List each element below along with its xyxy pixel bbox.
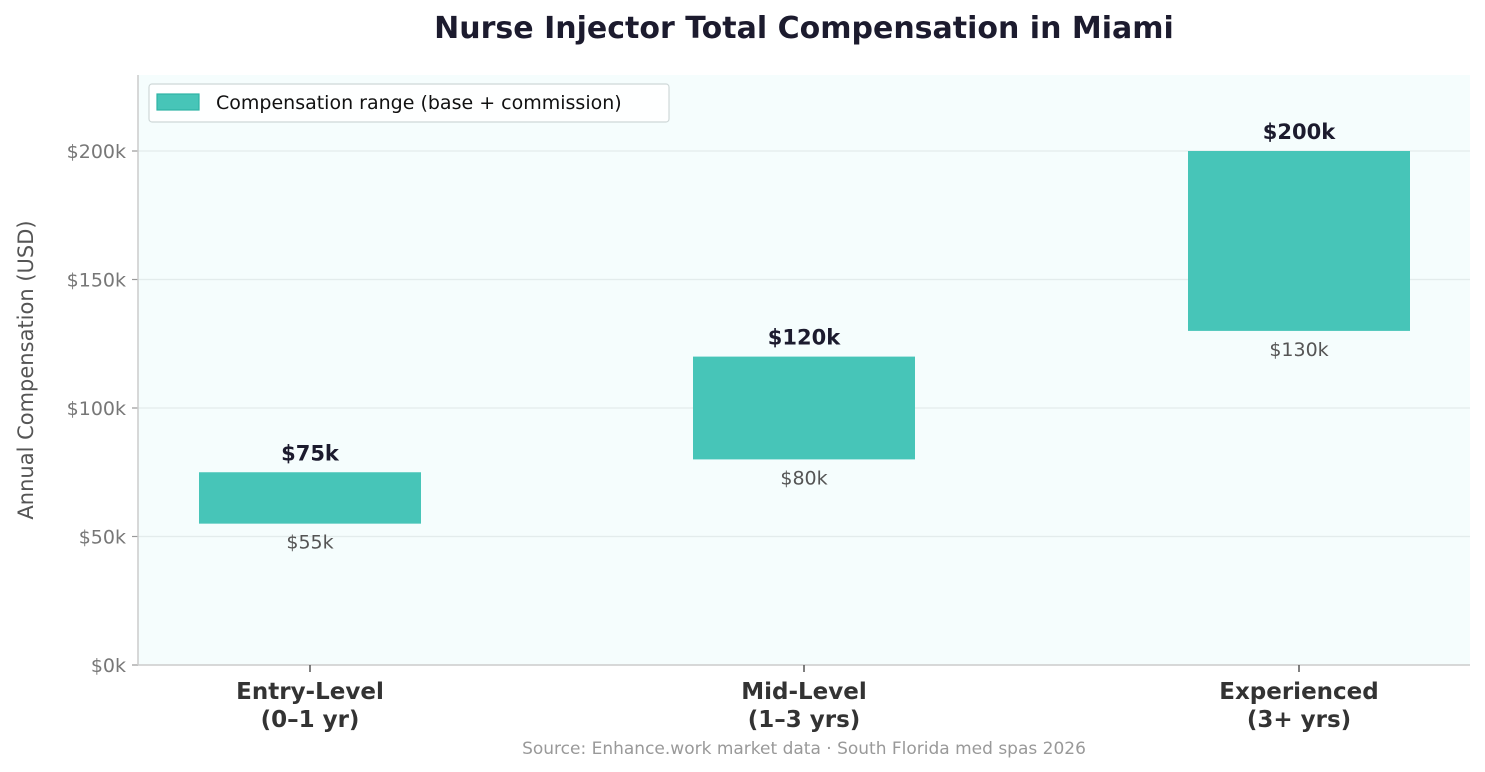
x-tick-label: Mid-Level bbox=[741, 679, 867, 705]
range-bar bbox=[693, 356, 915, 460]
range-bar bbox=[199, 472, 421, 524]
x-tick-label: (3+ yrs) bbox=[1247, 707, 1351, 733]
x-tick-labels: Entry-Level(0–1 yr) Mid-Level(1–3 yrs) Exp… bbox=[236, 679, 1379, 733]
bars bbox=[199, 151, 1410, 524]
x-tick-label: Entry-Level bbox=[236, 679, 384, 705]
source-note: Source: Enhance.work market data · South… bbox=[522, 739, 1086, 759]
low-value-label: $130k bbox=[1269, 339, 1328, 361]
y-tick-label: $100k bbox=[67, 398, 126, 420]
legend-label: Compensation range (base + commission) bbox=[216, 92, 622, 114]
high-value-label: $75k bbox=[281, 441, 340, 465]
axes bbox=[132, 75, 1470, 672]
x-tick-label: (0–1 yr) bbox=[261, 707, 360, 733]
low-value-label: $55k bbox=[286, 532, 333, 554]
legend-swatch bbox=[156, 93, 200, 111]
high-value-label: $120k bbox=[768, 326, 841, 350]
legend: Compensation range (base + commission) bbox=[148, 83, 670, 123]
y-axis-label: Annual Compensation (USD) bbox=[14, 220, 38, 519]
y-tick-label: $50k bbox=[79, 527, 126, 549]
chart-title: Nurse Injector Total Compensation in Mia… bbox=[434, 11, 1174, 46]
y-tick-label: $150k bbox=[67, 270, 126, 292]
legend-box bbox=[148, 83, 670, 123]
data-labels: $75k $55k $120k $80k $200k $130k bbox=[281, 120, 1336, 554]
x-tick-label: (1–3 yrs) bbox=[748, 707, 861, 733]
low-value-label: $80k bbox=[780, 467, 827, 489]
high-value-label: $200k bbox=[1263, 120, 1336, 144]
range-bar bbox=[1188, 151, 1410, 331]
y-tick-label: $0k bbox=[91, 655, 126, 677]
y-tick-label: $200k bbox=[67, 141, 126, 163]
x-tick-label: Experienced bbox=[1219, 679, 1379, 705]
y-tick-labels: $0k $50k $100k $150k $200k bbox=[67, 141, 126, 677]
